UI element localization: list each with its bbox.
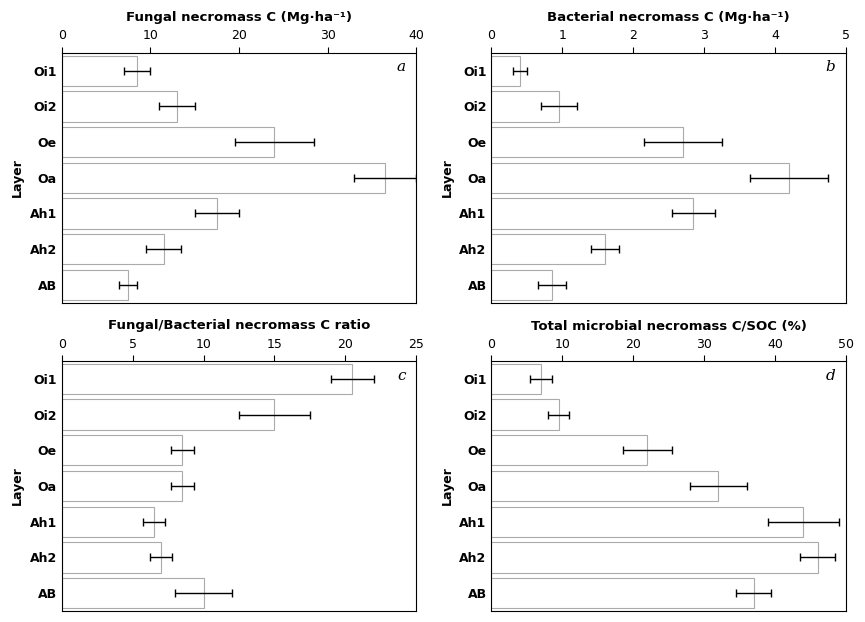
Bar: [491, 399, 559, 430]
Y-axis label: Layer: Layer: [11, 466, 24, 506]
Bar: [491, 364, 541, 394]
Bar: [491, 91, 559, 121]
Bar: [491, 270, 552, 300]
Title: Fungal/Bacterial necromass C ratio: Fungal/Bacterial necromass C ratio: [108, 319, 370, 332]
Bar: [61, 234, 163, 264]
Bar: [491, 471, 718, 501]
Title: Total microbial necromass C/SOC (%): Total microbial necromass C/SOC (%): [531, 319, 807, 332]
Text: a: a: [396, 60, 406, 75]
Bar: [61, 542, 161, 572]
Text: c: c: [397, 369, 406, 383]
Bar: [491, 542, 817, 572]
Title: Bacterial necromass C (Mg·ha⁻¹): Bacterial necromass C (Mg·ha⁻¹): [548, 11, 790, 24]
Bar: [61, 91, 177, 121]
Bar: [61, 162, 385, 193]
Bar: [61, 270, 128, 300]
Bar: [491, 162, 789, 193]
Y-axis label: Layer: Layer: [11, 159, 24, 197]
Bar: [491, 578, 753, 608]
Bar: [61, 55, 137, 86]
Bar: [61, 399, 274, 430]
Bar: [491, 55, 520, 86]
Bar: [61, 471, 183, 501]
Bar: [61, 127, 274, 157]
Bar: [61, 364, 352, 394]
Bar: [491, 234, 605, 264]
Bar: [491, 435, 647, 465]
Title: Fungal necromass C (Mg·ha⁻¹): Fungal necromass C (Mg·ha⁻¹): [126, 11, 352, 24]
Bar: [491, 198, 694, 229]
Text: d: d: [825, 369, 836, 383]
Bar: [491, 506, 804, 537]
Y-axis label: Layer: Layer: [441, 159, 454, 197]
Text: b: b: [825, 60, 836, 75]
Bar: [61, 506, 154, 537]
Bar: [61, 198, 217, 229]
Bar: [61, 435, 183, 465]
Y-axis label: Layer: Layer: [441, 466, 454, 506]
Bar: [61, 578, 203, 608]
Bar: [491, 127, 682, 157]
